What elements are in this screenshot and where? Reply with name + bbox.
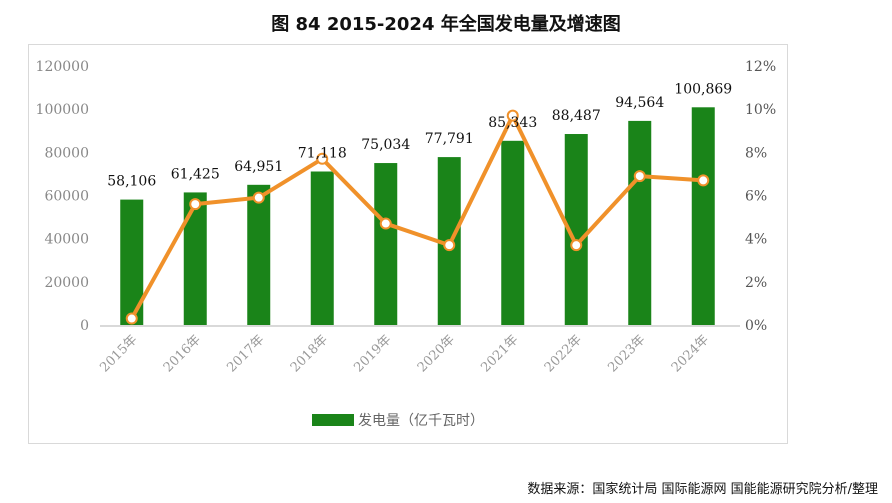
left-axis-tick: 80000 (44, 145, 89, 161)
line-point (506, 109, 519, 122)
bar (183, 192, 207, 325)
data-label: 85,343 (488, 115, 537, 131)
x-axis-tick: 2018年 (288, 332, 331, 375)
line-point (633, 170, 646, 183)
x-axis-tick: 2021年 (478, 332, 521, 375)
bar (691, 107, 715, 325)
left-axis-tick: 60000 (44, 189, 89, 205)
x-axis-tick: 2015年 (97, 332, 140, 375)
line-point (316, 152, 329, 165)
left-axis-tick: 40000 (44, 232, 89, 248)
bar (120, 199, 144, 325)
bar (247, 184, 271, 325)
data-label: 88,487 (552, 108, 601, 124)
x-axis-tick: 2016年 (161, 332, 204, 375)
left-axis-tick: 100000 (36, 102, 89, 118)
right-axis-tick: 0% (745, 318, 767, 334)
data-label: 100,869 (674, 81, 732, 97)
line-point (697, 174, 710, 187)
x-axis-tick: 2024年 (669, 332, 712, 375)
line-point (570, 239, 583, 252)
right-axis-tick: 4% (745, 232, 767, 248)
line-point (189, 198, 202, 211)
x-axis-tick: 2022年 (542, 332, 585, 375)
bar (374, 163, 398, 325)
data-label: 71,118 (298, 146, 347, 162)
x-axis-tick: 2019年 (351, 332, 394, 375)
bar (310, 171, 334, 325)
right-axis-tick: 8% (745, 145, 767, 161)
source-note: 数据来源：国家统计局 国际能源网 国能能源研究院分析/整理 (527, 482, 878, 497)
growth-line (130, 113, 704, 320)
line-point (379, 217, 392, 230)
data-label: 75,034 (361, 137, 410, 153)
chart-frame (28, 44, 788, 444)
bar (501, 140, 525, 325)
legend-swatch (312, 414, 354, 426)
data-label: 77,791 (425, 131, 474, 147)
data-label: 94,564 (615, 95, 664, 111)
bar (564, 134, 588, 325)
chart-title: 图 84 2015-2024 年全国发电量及增速图 (271, 14, 621, 35)
right-axis-tick: 12% (745, 59, 776, 75)
right-axis-tick: 2% (745, 275, 767, 291)
bar (628, 120, 652, 325)
left-axis-tick: 20000 (44, 275, 89, 291)
x-axis-tick: 2023年 (605, 332, 648, 375)
left-axis-tick: 120000 (36, 59, 89, 75)
line-point (443, 239, 456, 252)
x-axis-tick: 2020年 (415, 332, 458, 375)
right-axis-tick: 10% (745, 102, 776, 118)
legend-label: 发电量（亿千瓦时） (358, 413, 484, 429)
data-label: 64,951 (234, 159, 283, 175)
data-label: 61,425 (171, 166, 220, 182)
x-axis-tick: 2017年 (224, 332, 267, 375)
line-point (125, 312, 138, 325)
left-axis-tick: 0 (80, 318, 89, 334)
data-label: 58,106 (107, 174, 156, 190)
right-axis-tick: 6% (745, 189, 767, 205)
line-point (252, 191, 265, 204)
